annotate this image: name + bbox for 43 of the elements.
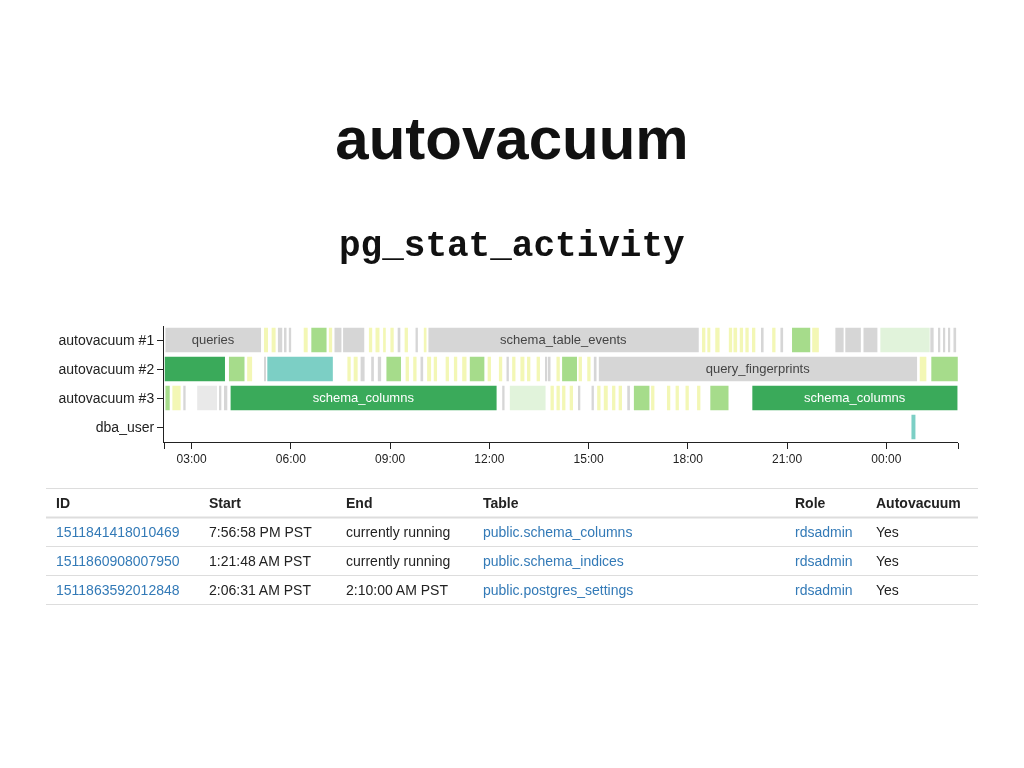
text: Start [209, 495, 242, 511]
data-label: schema_columns [804, 390, 906, 406]
text: ID [56, 495, 70, 511]
text: 2:10:00 AM PST [346, 582, 449, 598]
x-tick-label: 06:00 [275, 451, 307, 466]
text: Yes [876, 524, 899, 540]
text: currently running [346, 524, 451, 540]
text: public.schema_columns [483, 524, 633, 540]
text: 1511841418010469 [56, 524, 180, 540]
text: End [346, 495, 373, 511]
data-label: schema_table_events [500, 332, 628, 348]
data-label: query_fingerprints [705, 361, 811, 377]
data-label: schema_columns [312, 390, 415, 406]
data-label: queries [191, 332, 235, 348]
text: Yes [876, 553, 899, 569]
text: public.schema_indices [483, 553, 624, 569]
x-tick-label: 18:00 [672, 451, 704, 466]
text: 1511863592012848 [56, 582, 180, 598]
text: Role [795, 495, 826, 511]
chart-subtitle: pg_stat_activity [339, 226, 685, 267]
text: Yes [876, 582, 899, 598]
text: rdsadmin [795, 553, 853, 569]
text: 1511860908007950 [56, 553, 180, 569]
text: public.postgres_settings [483, 582, 634, 598]
text: Autovacuum [876, 495, 961, 511]
text: currently running [346, 553, 451, 569]
y-tick-label: autovacuum #2 [58, 360, 155, 377]
x-tick-label: 03:00 [176, 451, 207, 466]
text: rdsadmin [795, 524, 853, 540]
text: 1:21:48 AM PST [209, 553, 312, 569]
y-tick-label: dba_user [95, 418, 155, 435]
text: 2:06:31 AM PST [209, 582, 312, 598]
x-tick-label: 09:00 [375, 451, 406, 466]
y-tick-label: autovacuum #1 [58, 331, 155, 348]
x-tick-label: 00:00 [871, 451, 902, 466]
y-tick-label: autovacuum #3 [58, 389, 155, 406]
text: Table [483, 495, 519, 511]
x-tick-label: 21:00 [772, 451, 803, 466]
text: 7:56:58 PM PST [209, 524, 313, 540]
x-tick-label: 15:00 [573, 451, 604, 466]
x-tick-label: 12:00 [474, 451, 505, 466]
text: rdsadmin [795, 582, 853, 598]
chart-title: autovacuum [335, 105, 689, 172]
